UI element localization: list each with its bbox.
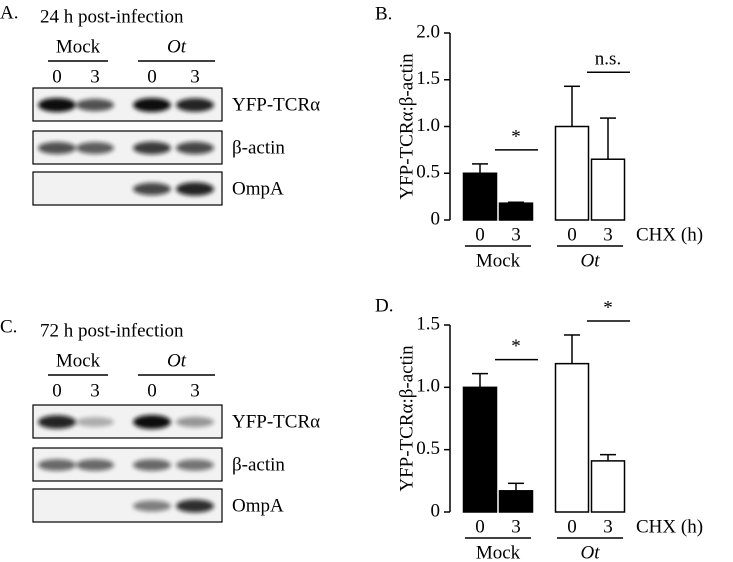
blot-band bbox=[133, 141, 171, 155]
bar bbox=[590, 460, 626, 513]
blot-band bbox=[133, 182, 171, 196]
blot-band bbox=[76, 98, 114, 112]
row-label: β-actin bbox=[232, 454, 285, 475]
row-label: YFP-TCRα bbox=[232, 411, 320, 432]
blot-band bbox=[76, 142, 114, 154]
blot-band bbox=[38, 459, 76, 471]
x-axis-label: CHX (h) bbox=[636, 224, 703, 245]
panel-label: A. bbox=[0, 2, 18, 23]
blot-band bbox=[76, 417, 114, 427]
group-label: Ot bbox=[581, 250, 601, 271]
row-label: β-actin bbox=[232, 137, 285, 158]
significance-label: * bbox=[511, 336, 521, 357]
blot-band bbox=[38, 415, 76, 429]
group-label: Mock bbox=[56, 36, 101, 57]
y-tick-label: 0 bbox=[431, 500, 441, 521]
group-label: Mock bbox=[476, 542, 521, 562]
blot-band bbox=[176, 416, 214, 428]
x-tick-label: 0 bbox=[567, 516, 577, 537]
blot-band bbox=[38, 98, 76, 112]
y-tick-label: 1.5 bbox=[416, 313, 440, 334]
lane-label: 0 bbox=[147, 380, 157, 401]
y-tick-label: 0 bbox=[431, 208, 441, 229]
row-label: OmpA bbox=[232, 495, 284, 516]
x-axis-label: CHX (h) bbox=[636, 516, 703, 537]
blot-band bbox=[133, 415, 171, 429]
row-label: OmpA bbox=[232, 178, 284, 199]
lane-label: 0 bbox=[52, 66, 62, 87]
y-axis-label: YFP-TCRα:β-actin bbox=[396, 345, 417, 492]
bar bbox=[554, 362, 590, 513]
lane-label: 3 bbox=[90, 66, 100, 87]
x-tick-label: 3 bbox=[603, 224, 613, 245]
x-tick-label: 0 bbox=[475, 224, 485, 245]
blot-band bbox=[133, 500, 171, 512]
x-tick-label: 3 bbox=[603, 516, 613, 537]
lane-label: 0 bbox=[147, 66, 157, 87]
group-label: Ot bbox=[167, 36, 187, 57]
significance-label: * bbox=[603, 297, 613, 318]
blot-band bbox=[176, 141, 214, 155]
panel-label: B. bbox=[375, 3, 392, 24]
y-tick-label: 1.5 bbox=[416, 68, 440, 89]
blot-band bbox=[133, 459, 171, 471]
lane-label: 3 bbox=[90, 380, 100, 401]
group-label: Ot bbox=[167, 350, 187, 371]
blot-band bbox=[176, 98, 214, 112]
blot-band bbox=[38, 141, 76, 155]
group-label: Mock bbox=[476, 250, 521, 271]
panel-label: C. bbox=[0, 316, 17, 337]
y-axis-label: YFP-TCRα:β-actin bbox=[396, 53, 417, 200]
panel-label: D. bbox=[375, 295, 393, 316]
blot-band bbox=[133, 98, 171, 112]
y-tick-label: 0.5 bbox=[416, 438, 440, 459]
blot-title: 72 h post-infection bbox=[40, 320, 184, 341]
significance-label: n.s. bbox=[595, 49, 621, 70]
group-label: Mock bbox=[56, 350, 101, 371]
blot-title: 24 h post-infection bbox=[40, 6, 184, 27]
significance-label: * bbox=[511, 126, 521, 147]
y-tick-label: 1.0 bbox=[416, 115, 440, 136]
blot-band bbox=[76, 459, 114, 471]
x-tick-label: 0 bbox=[567, 224, 577, 245]
lane-label: 0 bbox=[52, 380, 62, 401]
bar bbox=[498, 202, 534, 221]
y-tick-label: 2.0 bbox=[416, 21, 440, 42]
blot-band bbox=[176, 459, 214, 471]
y-tick-label: 1.0 bbox=[416, 376, 440, 397]
bar bbox=[462, 172, 498, 221]
blot-band bbox=[176, 182, 214, 196]
group-label: Ot bbox=[581, 542, 601, 562]
bar bbox=[498, 490, 534, 513]
x-tick-label: 0 bbox=[475, 516, 485, 537]
blot-band bbox=[176, 499, 214, 513]
lane-label: 3 bbox=[190, 380, 200, 401]
row-label: YFP-TCRα bbox=[232, 94, 320, 115]
x-tick-label: 3 bbox=[511, 224, 521, 245]
lane-label: 3 bbox=[190, 66, 200, 87]
bar bbox=[554, 125, 590, 221]
bar bbox=[462, 386, 498, 513]
x-tick-label: 3 bbox=[511, 516, 521, 537]
y-tick-label: 0.5 bbox=[416, 162, 440, 183]
bar bbox=[590, 158, 626, 221]
